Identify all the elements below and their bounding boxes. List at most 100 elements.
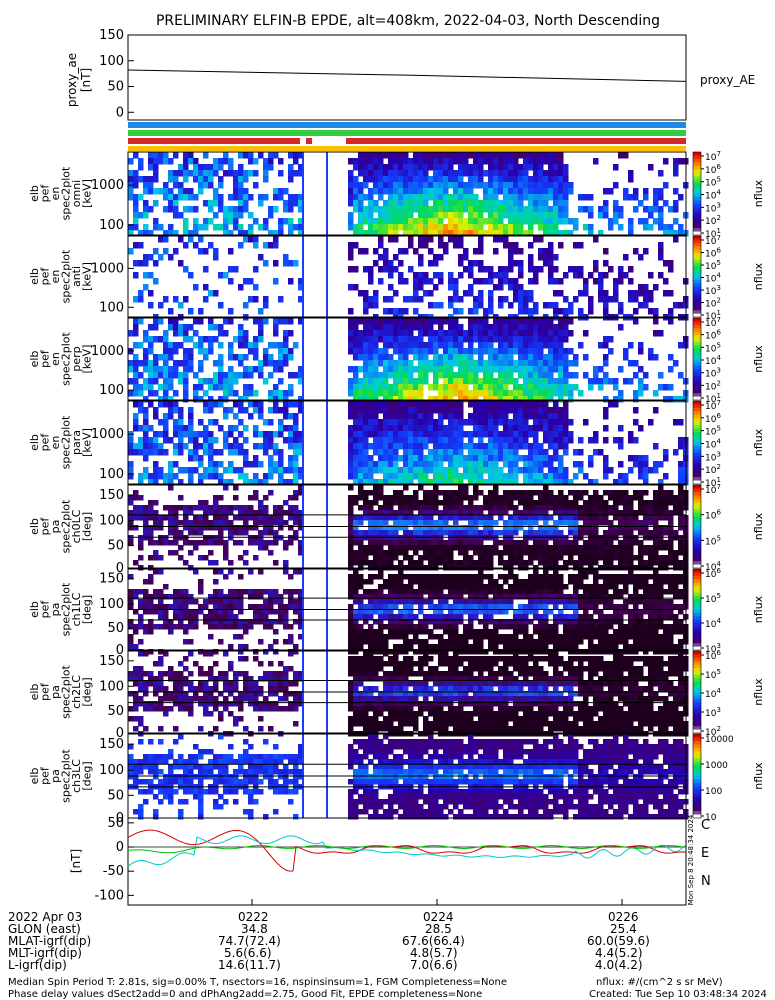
spec-cell (498, 419, 504, 426)
spec-cell (268, 589, 274, 595)
spec-cell (373, 182, 379, 189)
spec-cell (248, 619, 254, 625)
spec-cell (443, 200, 449, 207)
spec-cell (363, 212, 369, 219)
spec-cell (373, 425, 379, 432)
spec-cell (563, 218, 569, 225)
spec-cell (128, 230, 134, 237)
spec-cell (178, 594, 184, 600)
spec-cell (593, 525, 599, 531)
spec-cell (153, 443, 159, 450)
spec-cell (423, 366, 429, 373)
spec-cell (228, 594, 234, 600)
spec-cell (178, 505, 184, 511)
spec-cell (193, 230, 199, 237)
spec-cell (498, 431, 504, 438)
spec-cell (678, 342, 684, 349)
spec-cell (388, 413, 394, 420)
spec-cell (213, 649, 219, 655)
spec-cell (458, 505, 464, 511)
colorbar-cell (693, 186, 701, 191)
spec-cell (428, 248, 434, 255)
spec-cell (218, 176, 224, 183)
spec-cell (528, 200, 534, 207)
spec-cell (583, 473, 589, 480)
spec-cell (463, 545, 469, 551)
spec-cell (403, 520, 409, 526)
spec-cell (558, 545, 564, 551)
spec-cell (153, 158, 159, 165)
spec-cell (448, 390, 454, 397)
colorbar-cell (693, 452, 701, 457)
spec-cell (483, 378, 489, 385)
spec-cell (458, 342, 464, 349)
ylabel-line: [deg] (81, 512, 94, 541)
spec-cell (378, 218, 384, 225)
spec-cell (393, 401, 399, 408)
spec-cell (248, 515, 254, 521)
spec-cell (168, 479, 174, 486)
spec-cell (498, 540, 504, 546)
spec-cell (473, 378, 479, 385)
spec-cell (573, 242, 579, 249)
spec-cell (228, 372, 234, 379)
spec-cell (388, 236, 394, 243)
spec-cell (638, 348, 644, 355)
spec-cell (448, 530, 454, 536)
spec-cell (368, 158, 374, 165)
spec-cell (408, 324, 414, 331)
spec-cell (138, 158, 144, 165)
spec-cell (488, 290, 494, 297)
spec-cell (453, 425, 459, 432)
spec-cell (528, 212, 534, 219)
spec-cell (413, 194, 419, 201)
spec-cell (438, 218, 444, 225)
spec-cell (488, 152, 494, 159)
spec-cell (348, 378, 354, 385)
spec-cell (483, 206, 489, 213)
spec-cell (438, 318, 444, 325)
spec-cell (603, 396, 609, 403)
spec-cell (578, 461, 584, 468)
spec-cell (163, 515, 169, 521)
spec-cell (413, 176, 419, 183)
spec-cell (418, 401, 424, 408)
spec-cell (133, 152, 139, 159)
spec-cell (348, 224, 354, 231)
spec-cell (588, 510, 594, 516)
spec-cell (548, 176, 554, 183)
spec-cell (363, 510, 369, 516)
spec-cell (358, 188, 364, 195)
spec-cell (228, 407, 234, 414)
spec-cell (448, 500, 454, 506)
spec-cell (418, 176, 424, 183)
spec-cell (133, 366, 139, 373)
spec-cell (433, 510, 439, 516)
spec-cell (518, 510, 524, 516)
spec-cell (498, 372, 504, 379)
spec-cell (518, 324, 524, 331)
spec-cell (588, 272, 594, 279)
spec-cell (428, 212, 434, 219)
spec-cell (378, 545, 384, 551)
spec-cell (503, 520, 509, 526)
spec-cell (618, 490, 624, 496)
spec-cell (503, 176, 509, 183)
spec-cell (453, 318, 459, 325)
spec-cell (283, 188, 289, 195)
spec-cell (418, 164, 424, 171)
spec-cell (248, 540, 254, 546)
spec-cell (278, 614, 284, 620)
spec-cell (228, 624, 234, 630)
spec-cell (388, 407, 394, 414)
spec-cell (538, 490, 544, 496)
spec-cell (468, 461, 474, 468)
spec-cell (208, 505, 214, 511)
spec-cell (293, 473, 299, 480)
spec-cell (203, 407, 209, 414)
panel-frame (127, 400, 687, 485)
spec-cell (488, 407, 494, 414)
spec-cell (368, 530, 374, 536)
spec-cell (503, 550, 509, 556)
spec-cell (568, 348, 574, 355)
